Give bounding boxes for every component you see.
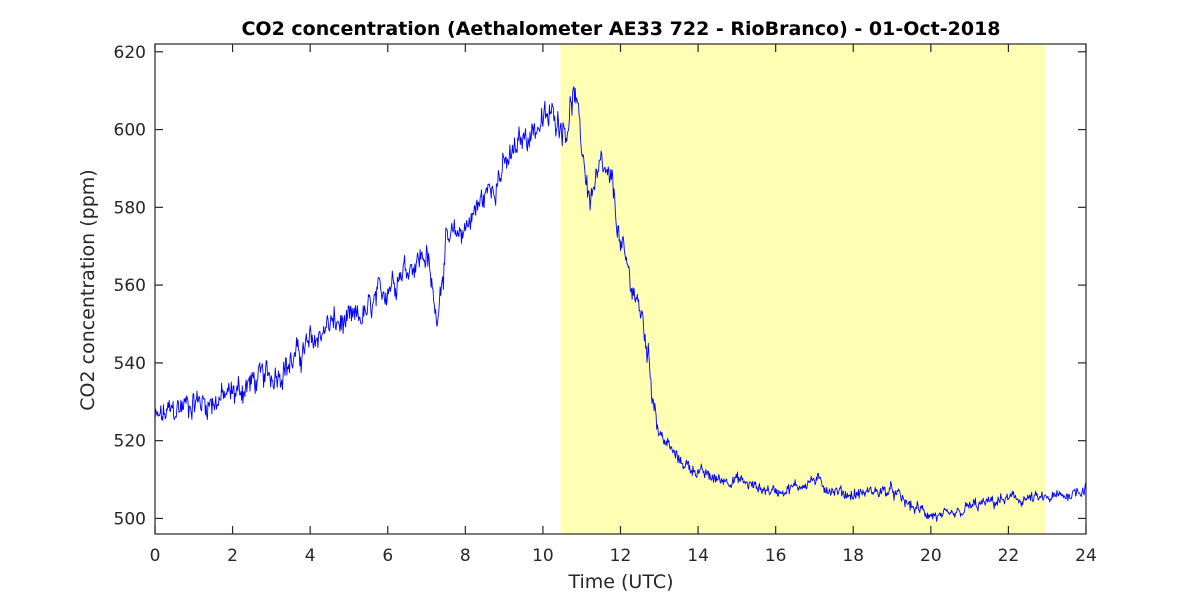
y-tick-label: 600 — [114, 121, 146, 141]
x-tick-label: 18 — [842, 546, 864, 566]
x-tick-label: 22 — [998, 546, 1020, 566]
x-tick-label: 10 — [532, 546, 554, 566]
series-line-0 — [154, 86, 1087, 522]
x-tick-label: 20 — [920, 546, 942, 566]
x-axis-label: Time (UTC) — [567, 571, 673, 593]
y-tick-label: 560 — [114, 276, 146, 296]
chart-title: CO2 concentration (Aethalometer AE33 722… — [241, 18, 1000, 40]
y-axis-label: CO2 concentration (ppm) — [77, 169, 99, 410]
x-tick-label: 16 — [765, 546, 787, 566]
x-tick-label: 6 — [382, 546, 393, 566]
x-tick-label: 24 — [1075, 546, 1097, 566]
highlight-band — [560, 44, 1046, 534]
x-tick-label: 14 — [687, 546, 709, 566]
x-tick-label: 8 — [460, 546, 471, 566]
y-tick-label: 500 — [114, 509, 146, 529]
y-tick-label: 540 — [114, 354, 146, 374]
x-tick-label: 4 — [305, 546, 316, 566]
x-tick-label: 12 — [610, 546, 632, 566]
y-tick-label: 520 — [114, 432, 146, 452]
y-tick-label: 620 — [114, 43, 146, 63]
x-tick-label: 0 — [150, 546, 161, 566]
y-tick-label: 580 — [114, 198, 146, 218]
x-tick-label: 2 — [227, 546, 238, 566]
